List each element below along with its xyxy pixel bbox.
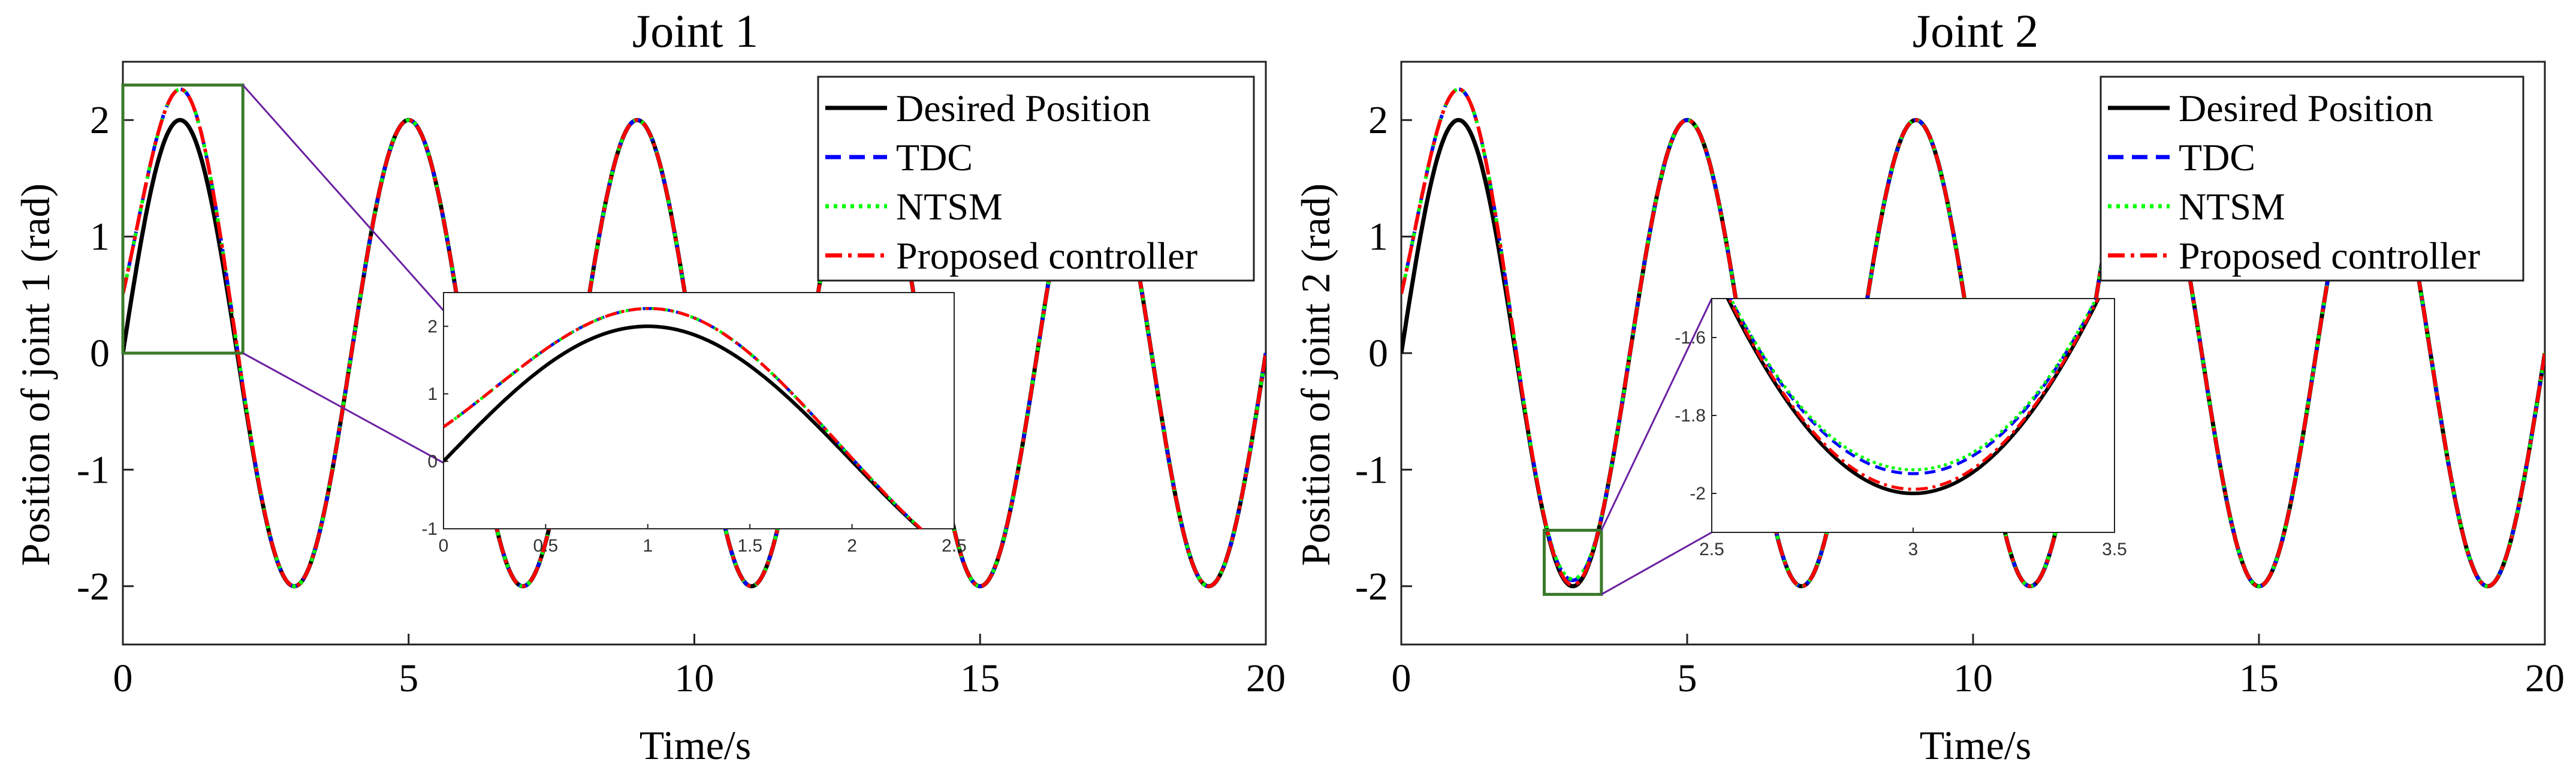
inset-series-line-desired-position [1726, 299, 2101, 495]
y-tick-label: -1 [77, 448, 110, 492]
inset-x-tick-label: 2.5 [1699, 540, 1724, 559]
y-tick-label: -2 [77, 565, 110, 609]
inset-series-line-ntsm [1729, 299, 2098, 471]
legend-label: TDC [896, 136, 973, 179]
x-tick-label: 10 [1953, 656, 1993, 700]
joint2-panel: Joint 2 Time/s Position of joint 2 (rad)… [1293, 5, 2565, 768]
inset-x-tick-label: 1.5 [737, 536, 762, 556]
y-tick-label: -1 [1355, 448, 1388, 492]
y-tick-label: 1 [90, 215, 110, 259]
inset-x-tick-label: 2.5 [942, 536, 967, 556]
x-tick-label: 20 [2525, 656, 2565, 700]
y-tick-label: 2 [90, 98, 110, 142]
legend-label: Proposed controller [896, 234, 1197, 277]
y-tick-label: 0 [1368, 332, 1388, 375]
inset-y-tick-label: -1.8 [1675, 406, 1706, 426]
legend-label: NTSM [896, 185, 1003, 228]
zoom-connector [1600, 298, 1713, 531]
legend-label: TDC [2179, 136, 2255, 179]
inset-x-tick-label: 1 [643, 536, 653, 556]
joint2-ylabel: Position of joint 2 (rad) [1293, 183, 1338, 566]
legend-box [817, 76, 1255, 282]
x-tick-label: 15 [2239, 656, 2279, 700]
joint1-xlabel: Time/s [640, 722, 751, 768]
joint2-title: Joint 2 [1913, 5, 2038, 57]
inset-y-tick-label: -2 [1690, 484, 1706, 504]
x-tick-label: 5 [1678, 656, 1697, 700]
joint1-title: Joint 1 [632, 5, 758, 57]
joint1-panel: Joint 1 Time/s Position of joint 1 (rad)… [13, 5, 1286, 768]
zoom-box [1543, 528, 1603, 596]
legend-label: Desired Position [2179, 87, 2433, 129]
joint2-xlabel: Time/s [1920, 722, 2031, 768]
zoom-connector [1601, 531, 1712, 595]
inset-series-line-proposed-controller [444, 307, 924, 529]
inset-series-line-tdc [1729, 299, 2098, 475]
x-tick-label: 0 [1392, 656, 1411, 700]
inset-frame [1711, 298, 2115, 533]
x-tick-label: 0 [113, 656, 133, 700]
inset-series-line-proposed-controller [1727, 299, 2100, 491]
joint1-ylabel: Position of joint 1 (rad) [13, 183, 58, 566]
legend-label: Desired Position [896, 87, 1151, 129]
y-tick-label: -2 [1355, 565, 1388, 609]
inset-y-tick-label: 0 [427, 451, 438, 471]
inset-x-tick-label: 3 [1908, 540, 1919, 559]
inset-y-tick-label: -1.6 [1675, 328, 1706, 348]
zoom-connector [242, 84, 445, 311]
y-tick-label: 0 [90, 332, 110, 375]
inset-x-tick-label: 0 [439, 536, 449, 556]
inset-y-tick-label: -1 [421, 519, 438, 539]
legend-label: NTSM [2179, 185, 2285, 228]
inset-x-tick-label: 0.5 [533, 536, 559, 556]
legend-label: Proposed controller [2179, 234, 2480, 277]
inset-series-group [1726, 299, 2101, 495]
inset-x-tick-label: 2 [847, 536, 857, 556]
x-tick-label: 10 [675, 656, 714, 700]
x-tick-label: 20 [1246, 656, 1286, 700]
zoom-box [121, 83, 245, 355]
inset-y-tick-label: 1 [427, 384, 438, 404]
y-tick-label: 1 [1368, 215, 1388, 259]
inset-series-group [444, 307, 924, 529]
inset-y-tick-label: 2 [427, 317, 438, 336]
inset-frame [443, 292, 955, 529]
x-tick-label: 15 [960, 656, 1000, 700]
x-tick-label: 5 [399, 656, 418, 700]
inset-x-tick-label: 3.5 [2102, 540, 2127, 559]
zoom-connector [242, 352, 444, 464]
y-tick-label: 2 [1368, 98, 1388, 142]
legend-box [2100, 76, 2524, 282]
